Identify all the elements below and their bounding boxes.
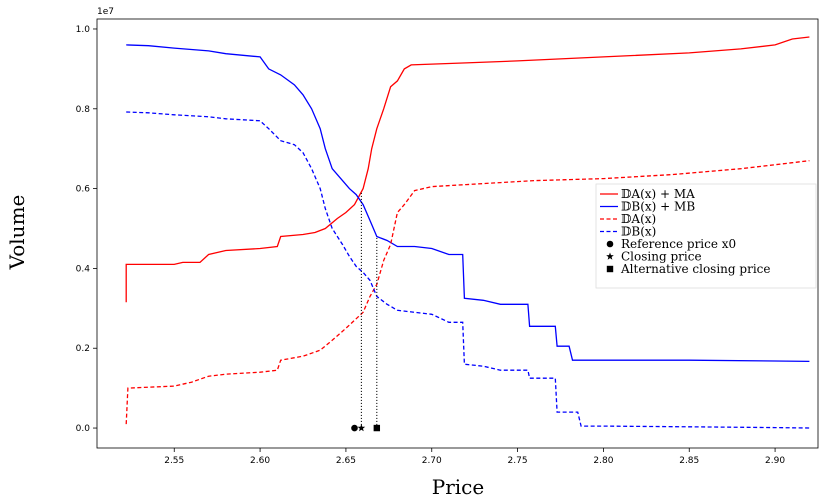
y-axis-title: Volume: [5, 195, 29, 271]
y-tick-label: 0.4: [76, 264, 91, 274]
x-tick-label: 2.80: [593, 456, 613, 466]
legend-marker-square: [606, 265, 614, 273]
y-tick-label: 0.2: [76, 344, 90, 354]
legend-label: Reference price x0: [621, 237, 736, 251]
series-line-3: [125, 160, 810, 425]
y-tick-label: 0.0: [76, 424, 91, 434]
x-tick-label: 2.70: [422, 456, 442, 466]
x-axis-title: Price: [432, 475, 484, 498]
x-tick-label: 2.90: [765, 456, 785, 466]
legend-marker-circle: [606, 240, 614, 248]
star-marker: [357, 424, 366, 432]
x-tick-label: 2.60: [250, 456, 270, 466]
legend-marker-star: [606, 252, 614, 260]
legend-box: [595, 183, 817, 289]
x-tick-label: 2.85: [679, 456, 699, 466]
legend-label: Closing price: [621, 250, 702, 264]
plot-frame: [96, 18, 819, 449]
y-tick-label: 0.8: [76, 105, 91, 115]
legend-label: Alternative closing price: [620, 262, 770, 276]
legend-label: 𝔻B(x) + MB: [621, 200, 695, 214]
legend-label: 𝔻A(x) + MA: [621, 187, 695, 201]
series-layer: [125, 36, 810, 429]
x-tick-label: 2.55: [164, 456, 184, 466]
x-axis-ticks: 2.55 2.60 2.65 2.70 2.75 2.80 2.85 2.90: [164, 448, 785, 466]
legend-label: 𝔻B(x): [621, 225, 656, 239]
series-line-2: [126, 44, 810, 363]
square-marker: [373, 424, 381, 432]
series-line-4: [126, 111, 810, 429]
price-markers: [351, 424, 381, 432]
series-line-1: [125, 36, 810, 303]
y-tick-label: 1.0: [76, 25, 91, 35]
reference-lines: [360, 192, 378, 429]
y-tick-label: 0.6: [76, 185, 91, 195]
x-tick-label: 2.75: [508, 456, 528, 466]
y-scale-exponent: 1e7: [97, 7, 114, 17]
legend-label: 𝔻A(x): [621, 212, 656, 226]
y-axis-ticks: 0.0 0.2 0.4 0.6 0.8 1.0: [76, 25, 97, 434]
x-tick-label: 2.65: [336, 456, 356, 466]
circle-marker: [351, 424, 358, 432]
